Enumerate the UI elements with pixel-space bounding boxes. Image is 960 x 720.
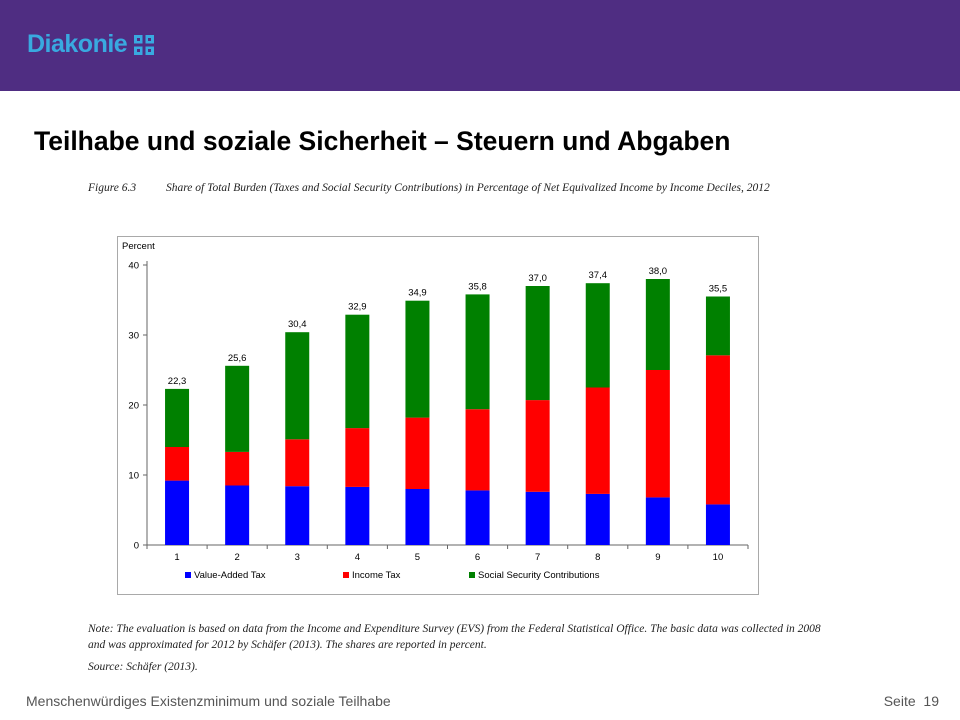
bar-total-label: 22,3 [168, 376, 187, 387]
diakonie-cross-icon [134, 34, 155, 55]
bar-segment [345, 314, 370, 429]
bar-segment [165, 388, 190, 447]
bar-segment [705, 504, 730, 545]
stacked-bar-chart: Percent 0 10 20 30 40 22,3 1 25,6 2 30,4 3 32,9 4 34,9… [122, 241, 749, 581]
bar-segment [405, 417, 430, 489]
bar-segment [405, 300, 430, 418]
bar-total-label: 30,4 [288, 319, 307, 330]
figure-source: Source: Schäfer (2013). [88, 661, 198, 673]
x-tick-label: 7 [535, 552, 540, 563]
figure-caption-text: Share of Total Burden (Taxes and Social … [166, 182, 770, 194]
x-tick-label: 1 [174, 552, 179, 563]
x-tick-label: 5 [415, 552, 420, 563]
bar-total-label: 25,6 [228, 353, 247, 364]
bar-segment [645, 370, 670, 498]
bar-segment [585, 493, 610, 545]
footer-page: Seite 19 [884, 693, 939, 709]
bar-segment [285, 486, 310, 545]
y-axis-label: Percent [122, 241, 155, 252]
bar-total-label: 37,4 [589, 270, 608, 281]
legend-swatch [469, 572, 475, 578]
diakonie-logo[interactable]: Diakonie [27, 30, 155, 59]
bar-segment [465, 490, 490, 545]
bar-segment [585, 387, 610, 494]
y-tick-label: 10 [128, 471, 139, 482]
bar-segment [525, 491, 550, 545]
logo-text: Diakonie [27, 30, 128, 58]
bar-segment [165, 447, 190, 481]
bar-segment [225, 451, 250, 486]
bar-total-label: 38,0 [649, 266, 668, 277]
x-tick-label: 3 [295, 552, 300, 563]
bar-segment [705, 296, 730, 356]
legend-swatch [185, 572, 191, 578]
x-tick-label: 10 [713, 552, 724, 563]
bar-segment [285, 439, 310, 487]
bar-total-label: 35,5 [709, 284, 728, 295]
chart-frame: Percent 0 10 20 30 40 22,3 1 25,6 2 30,4 3 32,9 4 34,9… [117, 236, 759, 595]
bar-total-label: 35,8 [468, 281, 487, 292]
x-tick-label: 4 [355, 552, 360, 563]
bar-segment [285, 332, 310, 440]
bar-segment [645, 497, 670, 545]
bar-segment [465, 409, 490, 491]
y-tick-label: 30 [128, 331, 139, 342]
bar-segment [705, 355, 730, 505]
x-tick-label: 9 [655, 552, 660, 563]
bar-segment [345, 486, 370, 545]
y-tick-label: 20 [128, 401, 139, 412]
figure-note: Note: The evaluation is based on data fr… [88, 623, 821, 651]
bar-segment [225, 485, 250, 545]
bar-segment [225, 365, 250, 452]
bar-segment [525, 286, 550, 401]
page-number: 19 [923, 693, 939, 709]
legend-label: Income Tax [352, 570, 401, 581]
x-tick-label: 8 [595, 552, 600, 563]
bar-total-label: 37,0 [528, 273, 547, 284]
y-tick-label: 40 [128, 261, 139, 272]
bar-segment [345, 428, 370, 487]
bar-total-label: 34,9 [408, 288, 427, 299]
slide-title: Teilhabe und soziale Sicherheit – Steuer… [34, 126, 731, 156]
page-label: Seite [883, 693, 916, 709]
y-tick-label: 0 [134, 541, 139, 552]
figure-label: Figure 6.3 [88, 182, 137, 194]
bar-segment [465, 294, 490, 410]
bar-segment [405, 489, 430, 545]
legend-label: Value-Added Tax [194, 570, 266, 581]
bar-segment [165, 480, 190, 545]
x-tick-label: 2 [235, 552, 240, 563]
legend-label: Social Security Contributions [478, 570, 600, 581]
bar-total-label: 32,9 [348, 302, 367, 313]
x-tick-label: 6 [475, 552, 480, 563]
header-bar: Diakonie [0, 0, 960, 91]
footer-title: Menschenwürdiges Existenzminimum und soz… [26, 693, 391, 709]
bar-segment [525, 400, 550, 492]
bar-segment [645, 279, 670, 370]
bar-segment [585, 283, 610, 388]
legend-swatch [343, 572, 349, 578]
